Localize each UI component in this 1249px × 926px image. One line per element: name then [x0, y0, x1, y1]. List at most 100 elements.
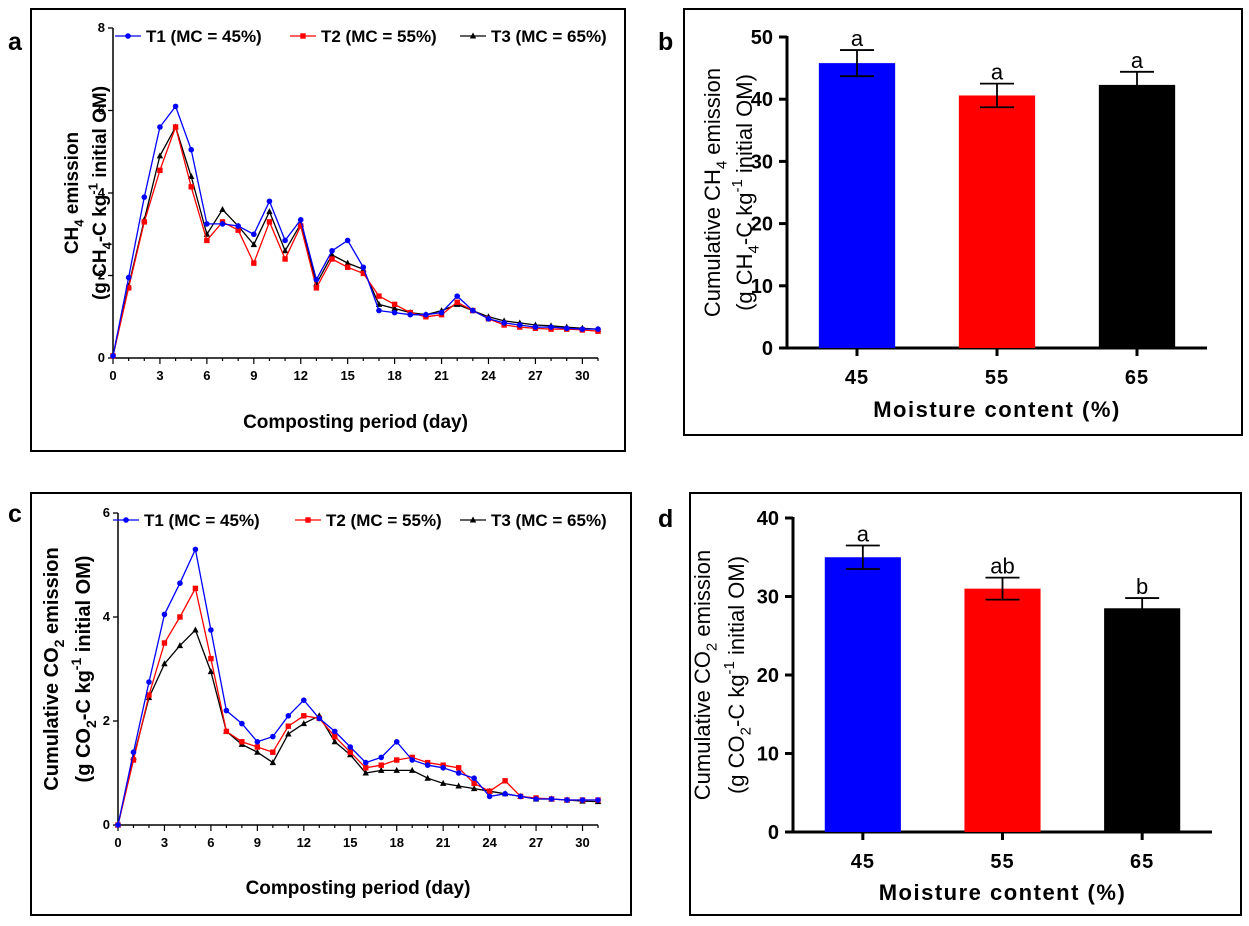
- data-point-t3: [161, 660, 168, 667]
- data-point-t1: [146, 679, 152, 685]
- data-point-t3: [250, 241, 258, 248]
- data-point-t1: [282, 237, 288, 244]
- data-point-t2: [285, 723, 292, 729]
- data-point-t1: [407, 311, 414, 318]
- x-tick-label: 6: [207, 835, 214, 850]
- legend-label-t3: T3 (MC = 65%): [491, 27, 607, 46]
- data-point-t1: [223, 707, 230, 714]
- data-point-t3: [285, 730, 292, 737]
- data-point-t1: [161, 611, 168, 618]
- data-point-t2: [391, 301, 398, 308]
- bar-55: [958, 95, 1036, 348]
- y-tick-label: 0: [762, 338, 773, 360]
- x-tick-label: 3: [156, 368, 163, 383]
- y-tick-label: 40: [757, 508, 779, 530]
- data-point-t1: [391, 309, 398, 316]
- y-tick-label: 40: [751, 89, 773, 111]
- data-point-t1: [440, 765, 446, 771]
- data-point-t1: [297, 217, 304, 223]
- data-point-t1: [595, 797, 601, 803]
- x-tick-label: 12: [297, 835, 311, 850]
- bar-65: [1104, 608, 1181, 832]
- data-point-t1: [393, 739, 400, 745]
- x-tick-label: 45: [845, 367, 869, 389]
- x-tick-label: 0: [114, 835, 121, 850]
- data-point-t1: [532, 324, 539, 330]
- x-tick-label: 24: [481, 368, 496, 383]
- data-point-t1: [378, 754, 385, 761]
- x-tick-label: 15: [340, 368, 354, 383]
- data-point-t1: [110, 353, 116, 359]
- data-point-t1: [376, 307, 382, 314]
- data-point-t1: [360, 264, 367, 271]
- data-point-t1: [313, 276, 320, 283]
- data-point-t2: [360, 270, 367, 277]
- x-tick-label: 12: [294, 368, 308, 383]
- data-point-t1: [424, 762, 431, 768]
- data-point-t2: [282, 256, 288, 262]
- data-point-t1: [471, 775, 477, 781]
- data-point-t1: [141, 194, 148, 200]
- data-point-t3: [439, 779, 447, 786]
- x-tick-label: 55: [985, 367, 1009, 389]
- data-point-t2: [376, 293, 382, 299]
- data-point-t2: [141, 219, 147, 225]
- data-point-t3: [266, 208, 273, 215]
- data-point-t2: [172, 124, 179, 130]
- x-tick-label: 30: [575, 368, 589, 383]
- data-point-t2: [177, 614, 183, 620]
- legend-label-t2: T2 (MC = 55%): [326, 511, 442, 530]
- y-tick-label: 20: [757, 665, 779, 687]
- data-point-t3: [269, 759, 277, 766]
- data-point-t1: [548, 324, 554, 330]
- y-axis-label-line1: CH4 emission: [62, 132, 87, 254]
- data-point-t1: [438, 309, 445, 316]
- panel-label-c: c: [8, 500, 22, 528]
- data-point-t1: [455, 770, 462, 776]
- data-point-t2: [270, 749, 276, 755]
- data-point-t1: [409, 757, 415, 763]
- legend-marker-t1: [125, 33, 131, 39]
- data-point-t2: [486, 788, 493, 794]
- data-point-t1: [157, 124, 163, 130]
- data-point-t3: [378, 766, 385, 773]
- data-point-t2: [251, 260, 257, 266]
- data-point-t1: [347, 744, 354, 750]
- legend-label-t2: T2 (MC = 55%): [321, 27, 437, 46]
- legend-label-t1: T1 (MC = 45%): [144, 511, 260, 530]
- data-point-t1: [579, 326, 586, 332]
- data-point-t1: [533, 796, 539, 802]
- data-point-t2: [332, 733, 338, 740]
- data-point-t1: [219, 221, 226, 227]
- data-point-t2: [347, 749, 353, 755]
- data-point-t1: [130, 749, 137, 755]
- data-point-t3: [455, 782, 462, 789]
- legend-marker-t3: [469, 516, 477, 523]
- data-point-t1: [563, 325, 570, 332]
- x-tick-label: 9: [254, 835, 261, 850]
- bar-45: [824, 557, 901, 832]
- data-point-t3: [362, 769, 369, 776]
- x-tick-label: 65: [1130, 851, 1154, 873]
- data-point-t1: [251, 231, 257, 238]
- data-point-t2: [329, 256, 335, 262]
- data-point-t1: [454, 293, 460, 299]
- data-point-t1: [564, 797, 570, 803]
- data-point-t2: [298, 223, 304, 229]
- x-tick-label: 24: [482, 835, 497, 850]
- data-point-t3: [156, 152, 164, 159]
- y-tick-label: 50: [751, 27, 773, 49]
- data-point-t2: [266, 219, 273, 225]
- data-point-t1: [125, 274, 132, 281]
- data-point-t1: [192, 546, 199, 553]
- y-tick-label: 10: [751, 276, 773, 298]
- data-point-t2: [239, 739, 245, 745]
- data-point-t1: [235, 223, 241, 229]
- data-point-t2: [313, 285, 320, 291]
- data-point-t1: [423, 311, 429, 318]
- data-point-t3: [408, 766, 416, 773]
- y-tick-label: 2: [103, 713, 110, 728]
- data-point-t3: [328, 251, 336, 258]
